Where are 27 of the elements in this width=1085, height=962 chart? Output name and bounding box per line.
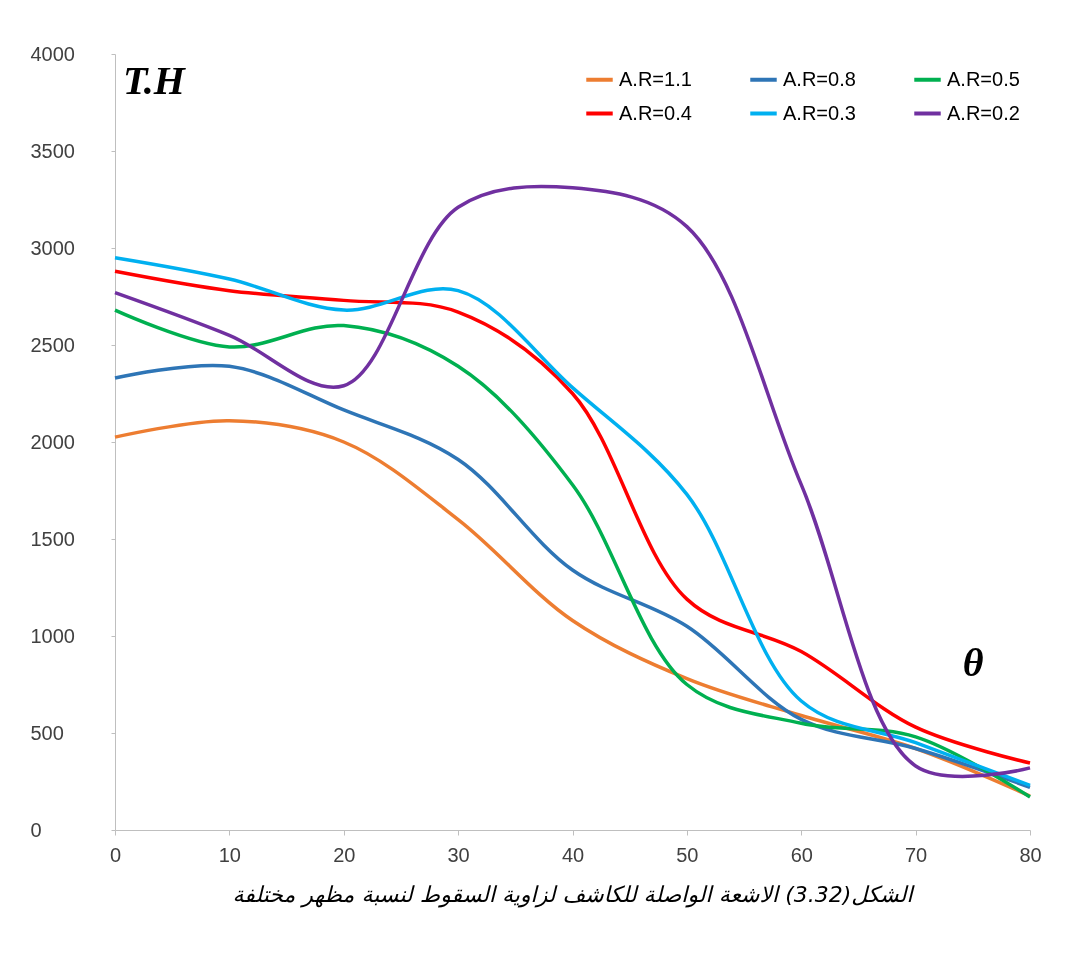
x-axis-title: θ <box>962 640 984 685</box>
legend-label: A.R=0.4 <box>619 101 692 124</box>
y-tick-label: 0 <box>30 818 42 841</box>
x-tick-label: 30 <box>447 843 470 866</box>
legend-label: A.R=0.8 <box>783 67 856 90</box>
y-tick-label: 2000 <box>30 430 75 453</box>
x-tick-label: 0 <box>109 843 122 866</box>
text: الشكل(3.32) الاشعة الواصلة للكاشف لزاوية السقوط لنسبة مظهر مختلفة <box>232 882 916 908</box>
x-tick-label: 20 <box>333 843 356 866</box>
y-tick-label: 4000 <box>30 42 75 65</box>
y-tick-label: 3000 <box>30 236 75 259</box>
y-tick-label: 2500 <box>30 333 75 356</box>
y-axis-title: T.H <box>123 58 187 103</box>
legend-label: A.R=0.2 <box>947 101 1020 124</box>
y-tick-label: 3500 <box>30 139 75 162</box>
x-tick-label: 50 <box>676 843 699 866</box>
y-tick-label: 500 <box>30 721 64 744</box>
legend-label: A.R=0.5 <box>947 67 1020 90</box>
x-tick-label: 10 <box>218 843 241 866</box>
legend-label: A.R=1.1 <box>619 67 692 90</box>
x-tick-label: 80 <box>1019 843 1042 866</box>
y-tick-label: 1500 <box>30 527 75 550</box>
legend-label: A.R=0.3 <box>783 101 856 124</box>
x-tick-label: 70 <box>905 843 928 866</box>
y-tick-label: 1000 <box>30 624 75 647</box>
x-tick-label: 40 <box>561 843 585 866</box>
x-tick-label: 60 <box>790 843 813 866</box>
